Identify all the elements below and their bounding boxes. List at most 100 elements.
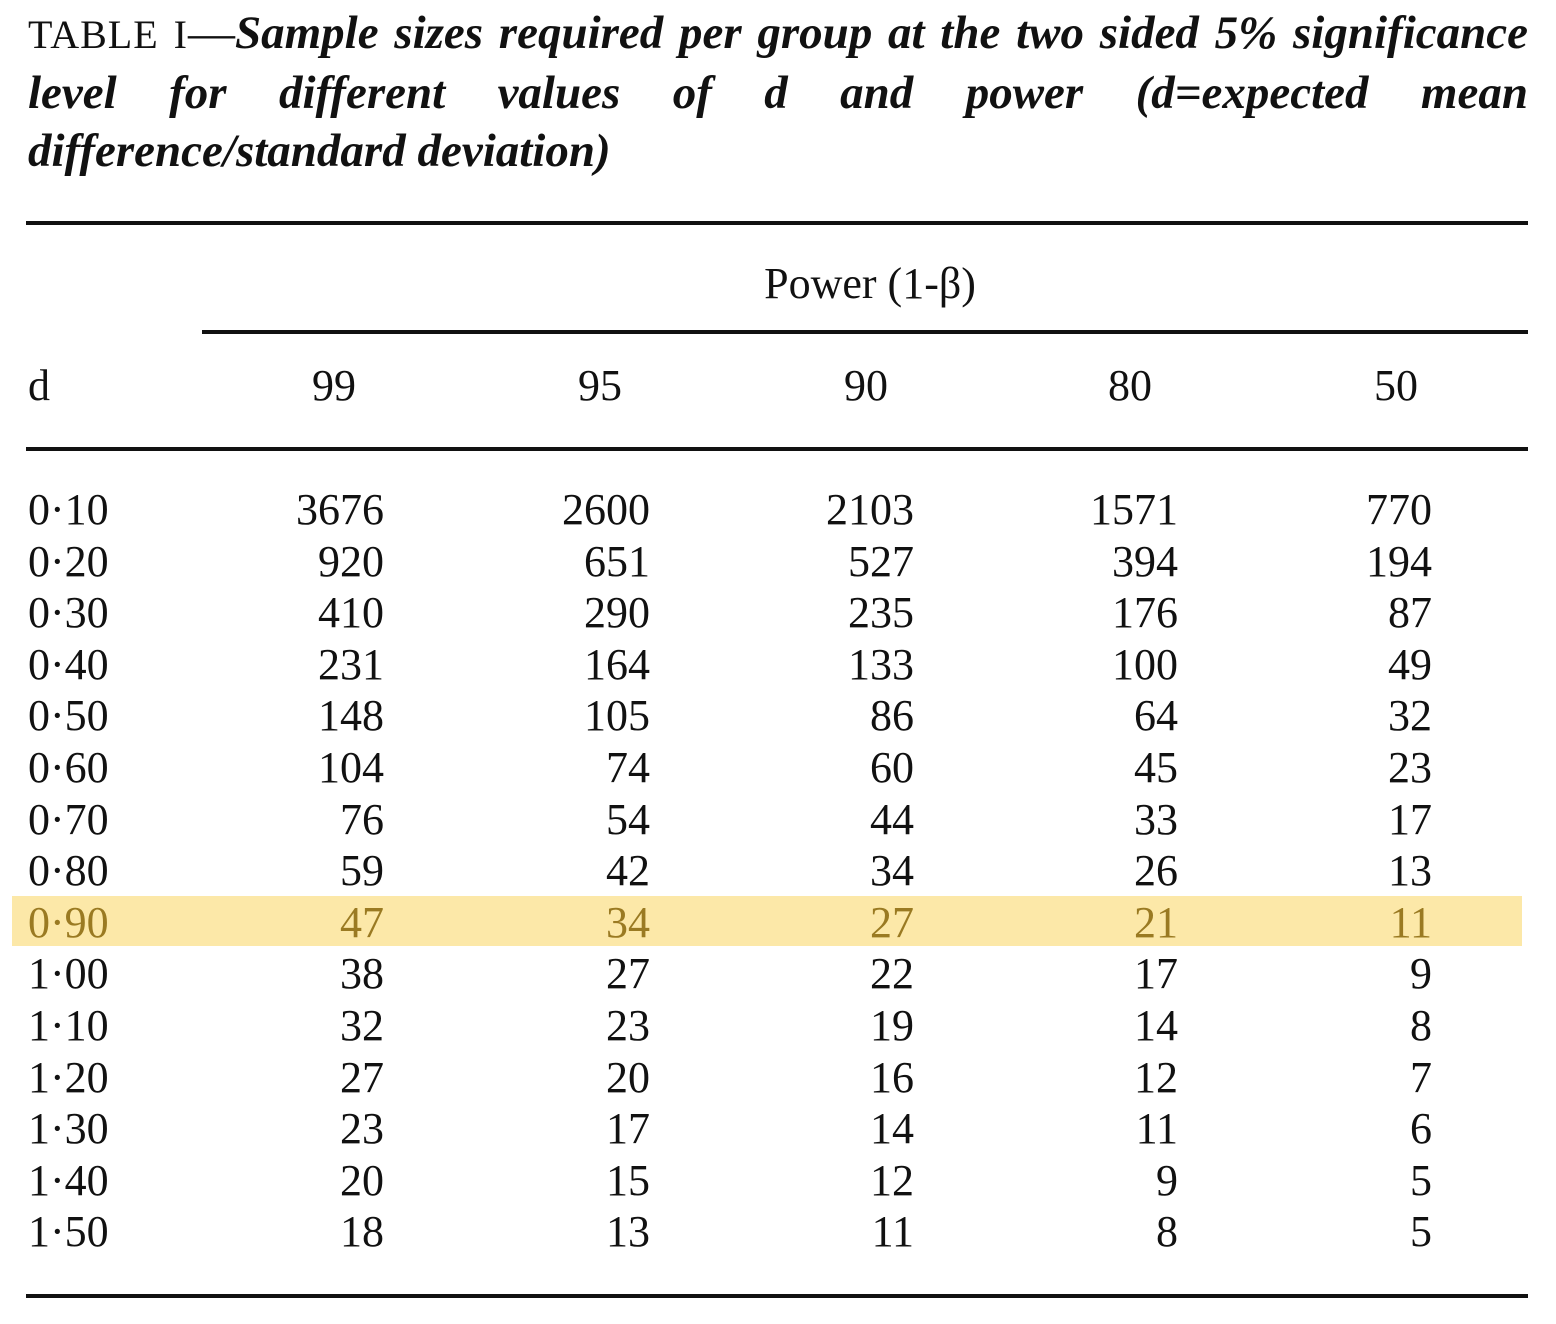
table-cell: 9	[1410, 949, 1432, 998]
table-cell: 87	[1388, 588, 1432, 637]
row-label-d: 1·50	[28, 1207, 109, 1256]
row-label-d: 0·70	[28, 795, 109, 844]
table-cell: 54	[606, 795, 650, 844]
table-cell: 23	[1388, 743, 1432, 792]
table-cell: 44	[870, 795, 914, 844]
table-cell: 105	[584, 691, 650, 740]
row-label-d: 0·40	[28, 640, 109, 689]
table-cell: 59	[340, 846, 384, 895]
row-label-d: 0·60	[28, 743, 109, 792]
table-cell: 11	[871, 1207, 914, 1256]
column-header: 90	[844, 361, 888, 410]
table-cell: 12	[1134, 1053, 1178, 1102]
table-cell: 194	[1366, 537, 1432, 586]
table-title: Sample sizes required per group at the t…	[28, 7, 1528, 177]
table-cell: 76	[340, 795, 384, 844]
table-cell: 22	[870, 949, 914, 998]
table-cell: 18	[340, 1207, 384, 1256]
table-cell: 1571	[1090, 485, 1178, 534]
table-cell: 16	[870, 1053, 914, 1102]
table-cell: 19	[870, 1001, 914, 1050]
table-cell: 20	[606, 1053, 650, 1102]
table-cell: 32	[340, 1001, 384, 1050]
table-cell: 86	[870, 691, 914, 740]
table-cell: 231	[318, 640, 384, 689]
table-cell: 8	[1410, 1001, 1432, 1050]
row-label-d: 0·80	[28, 846, 109, 895]
table-cell: 21	[1134, 898, 1178, 947]
table-cell: 148	[318, 691, 384, 740]
row-label-d: 0·30	[28, 588, 109, 637]
table-cell: 27	[340, 1053, 384, 1102]
table-cell: 45	[1134, 743, 1178, 792]
column-header: 95	[578, 361, 622, 410]
table-cell: 651	[584, 537, 650, 586]
column-header: 50	[1374, 361, 1418, 410]
table-cell: 13	[1388, 846, 1432, 895]
table-cell: 527	[848, 537, 914, 586]
highlighted-row-band	[12, 896, 1522, 946]
table-cell: 14	[1134, 1001, 1178, 1050]
table-cell: 23	[606, 1001, 650, 1050]
row-label-d: 0·10	[28, 485, 109, 534]
table-cell: 17	[1388, 795, 1432, 844]
header-rule	[26, 447, 1528, 451]
table-cell: 27	[870, 898, 914, 947]
table-cell: 100	[1112, 640, 1178, 689]
table-caption: TABLE I—Sample sizes required per group …	[28, 4, 1528, 180]
table-cell: 64	[1134, 691, 1178, 740]
table-cell: 290	[584, 588, 650, 637]
table-cell: 74	[606, 743, 650, 792]
table-cell: 49	[1388, 640, 1432, 689]
table-cell: 176	[1112, 588, 1178, 637]
table-cell: 9	[1156, 1156, 1178, 1205]
table-cell: 410	[318, 588, 384, 637]
table-cell: 7	[1410, 1053, 1432, 1102]
table-cell: 394	[1112, 537, 1178, 586]
table-cell: 27	[606, 949, 650, 998]
table-cell: 32	[1388, 691, 1432, 740]
table-cell: 23	[340, 1104, 384, 1153]
table-cell: 164	[584, 640, 650, 689]
table-cell: 42	[606, 846, 650, 895]
table-label: TABLE I	[28, 12, 188, 57]
row-label-d: 1·40	[28, 1156, 109, 1205]
table-cell: 38	[340, 949, 384, 998]
table-cell: 8	[1156, 1207, 1178, 1256]
table-cell: 2103	[826, 485, 914, 534]
table-cell: 920	[318, 537, 384, 586]
caption-dash: —	[187, 7, 235, 59]
column-header: 99	[312, 361, 356, 410]
table-cell: 104	[318, 743, 384, 792]
table-cell: 6	[1410, 1104, 1432, 1153]
table-cell: 5	[1410, 1207, 1432, 1256]
table-cell: 15	[606, 1156, 650, 1205]
table-cell: 17	[606, 1104, 650, 1153]
table-cell: 20	[340, 1156, 384, 1205]
table-cell: 47	[340, 898, 384, 947]
table-cell: 2600	[562, 485, 650, 534]
table-cell: 34	[606, 898, 650, 947]
power-spanner-header: Power (1-β)	[764, 259, 976, 308]
table-cell: 11	[1389, 898, 1432, 947]
row-header-d: d	[28, 361, 50, 410]
table-cell: 34	[870, 846, 914, 895]
column-header: 80	[1108, 361, 1152, 410]
table-cell: 17	[1134, 949, 1178, 998]
table-cell: 770	[1366, 485, 1432, 534]
bottom-rule	[26, 1294, 1528, 1298]
row-label-d: 1·20	[28, 1053, 109, 1102]
table-cell: 13	[606, 1207, 650, 1256]
table-cell: 235	[848, 588, 914, 637]
table-cell: 11	[1135, 1104, 1178, 1153]
spanner-rule	[202, 330, 1528, 334]
table-cell: 3676	[296, 485, 384, 534]
row-label-d: 1·30	[28, 1104, 109, 1153]
table-cell: 14	[870, 1104, 914, 1153]
table-cell: 5	[1410, 1156, 1432, 1205]
row-label-d: 0·20	[28, 537, 109, 586]
table-cell: 33	[1134, 795, 1178, 844]
top-rule	[26, 221, 1528, 225]
table-cell: 60	[870, 743, 914, 792]
row-label-d: 1·10	[28, 1001, 109, 1050]
